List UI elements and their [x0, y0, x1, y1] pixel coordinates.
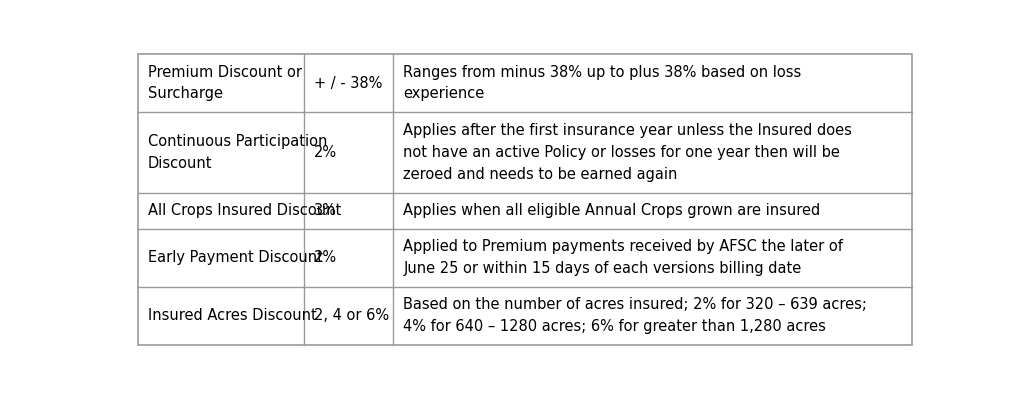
- Text: Insured Acres Discount: Insured Acres Discount: [147, 308, 316, 323]
- Text: All Crops Insured Discount: All Crops Insured Discount: [147, 203, 341, 218]
- Text: 3%: 3%: [314, 203, 337, 218]
- Text: Continuous Participation
Discount: Continuous Participation Discount: [147, 134, 328, 171]
- Text: Applies after the first insurance year unless the Insured does
not have an activ: Applies after the first insurance year u…: [403, 123, 852, 182]
- Text: Ranges from minus 38% up to plus 38% based on loss
experience: Ranges from minus 38% up to plus 38% bas…: [403, 65, 802, 102]
- Text: 2, 4 or 6%: 2, 4 or 6%: [314, 308, 389, 323]
- Text: 2%: 2%: [314, 145, 338, 160]
- Text: Applies when all eligible Annual Crops grown are insured: Applies when all eligible Annual Crops g…: [403, 203, 820, 218]
- Text: Premium Discount or
Surcharge: Premium Discount or Surcharge: [147, 65, 302, 102]
- Text: Based on the number of acres insured; 2% for 320 – 639 acres;
4% for 640 – 1280 : Based on the number of acres insured; 2%…: [403, 297, 867, 334]
- Text: Early Payment Discount: Early Payment Discount: [147, 250, 323, 265]
- Text: + / - 38%: + / - 38%: [314, 76, 383, 91]
- Text: 2%: 2%: [314, 250, 338, 265]
- Text: Applied to Premium payments received by AFSC the later of
June 25 or within 15 d: Applied to Premium payments received by …: [403, 239, 844, 276]
